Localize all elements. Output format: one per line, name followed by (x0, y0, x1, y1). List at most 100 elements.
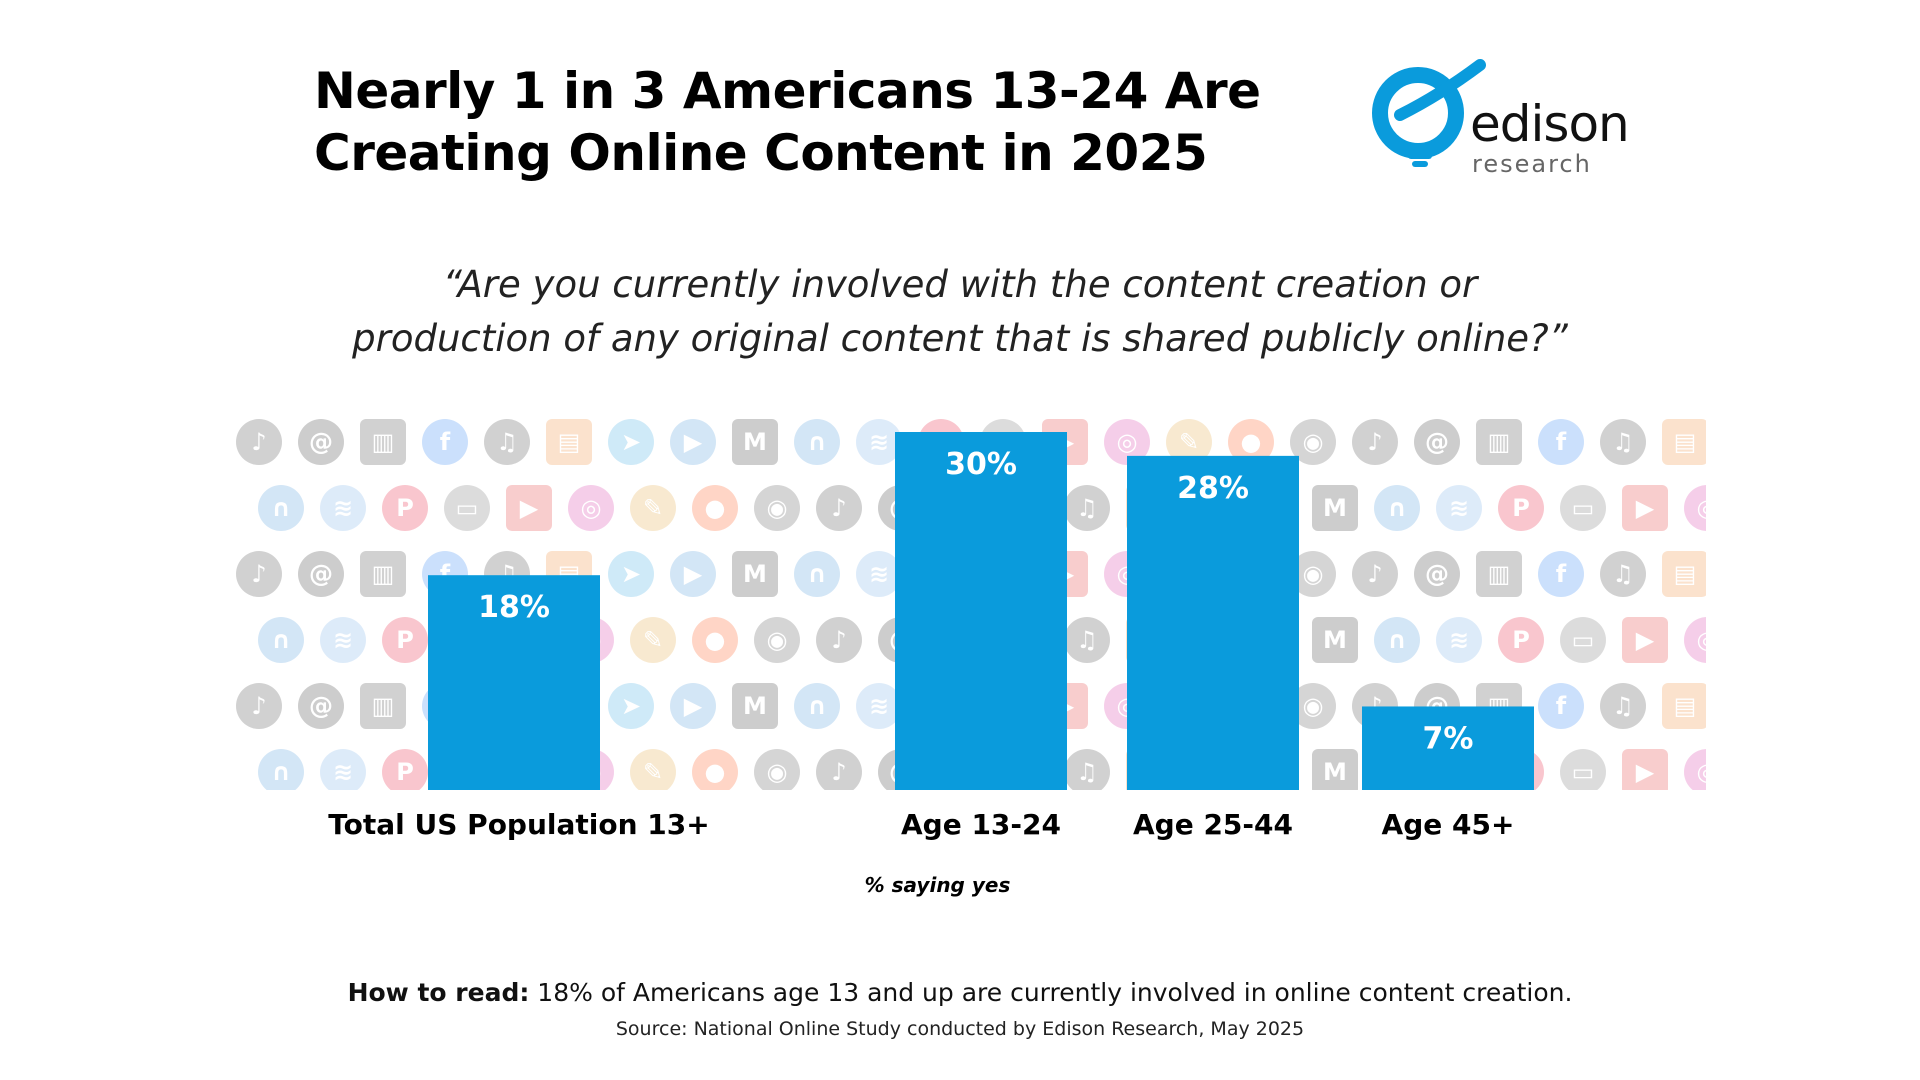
tiktok-icon: ♪ (236, 683, 282, 729)
headphones-icon: ∩ (258, 749, 304, 790)
threads-icon: @ (1414, 551, 1460, 597)
tiktok-icon: ♪ (236, 551, 282, 597)
facebook-icon: f (1538, 683, 1584, 729)
category-label: Age 25-44 (1132, 808, 1294, 841)
telegram-icon: ➤ (608, 551, 654, 597)
tiktok-icon: ♪ (816, 749, 862, 790)
tiktok-icon: ♪ (816, 617, 862, 663)
music-note-icon: ♫ (1064, 485, 1110, 531)
audio-wave-icon: ≋ (320, 749, 366, 790)
medium-icon: M (732, 419, 778, 465)
lightbulb-logo-icon (1372, 59, 1486, 167)
title-line-2: Creating Online Content in 2025 (314, 124, 1208, 182)
music-note-icon: ♫ (1600, 551, 1646, 597)
piano-icon: ▥ (1476, 551, 1522, 597)
bookmark-icon: ▤ (1662, 419, 1706, 465)
bar-value-label: 28% (1177, 471, 1249, 506)
how-to-read-note: How to read: 18% of Americans age 13 and… (0, 978, 1920, 1007)
youtube-icon: ▶ (1622, 617, 1668, 663)
play-icon: ▶ (670, 551, 716, 597)
audio-wave-icon: ≋ (1436, 485, 1482, 531)
question-line-1: “Are you currently involved with the con… (442, 263, 1478, 306)
headphones-icon: ∩ (258, 485, 304, 531)
music-note-icon: ♫ (484, 419, 530, 465)
tiktok-icon: ♪ (1352, 551, 1398, 597)
source-note: Source: National Online Study conducted … (615, 1018, 1305, 1040)
camera-icon: ◉ (754, 617, 800, 663)
audio-wave-icon: ≋ (320, 617, 366, 663)
bookmark-icon: ▤ (1662, 551, 1706, 597)
category-label: Age 13-24 (900, 808, 1062, 841)
medium-icon: M (1312, 749, 1358, 790)
laptop-icon: ▭ (1560, 749, 1606, 790)
youtube-icon: ▶ (1622, 485, 1668, 531)
youtube-icon: ▶ (1622, 749, 1668, 790)
question-line-2: production of any original content that … (352, 317, 1568, 360)
threads-icon: @ (298, 419, 344, 465)
headphones-icon: ∩ (794, 551, 840, 597)
how-to-read-label: How to read: (347, 978, 530, 1007)
bookmark-icon: ▤ (1662, 683, 1706, 729)
instagram-icon: ◎ (1684, 617, 1706, 663)
laptop-icon: ▭ (1560, 485, 1606, 531)
pinterest-icon: P (1498, 485, 1544, 531)
facebook-icon: f (422, 419, 468, 465)
edison-research-logo: edison research (1360, 55, 1650, 185)
youtube-icon: ▶ (506, 485, 552, 531)
instagram-icon: ◎ (568, 485, 614, 531)
medium-icon: M (732, 683, 778, 729)
brush-icon: ✎ (630, 749, 676, 790)
telegram-icon: ➤ (608, 419, 654, 465)
how-to-read-text: 18% of Americans age 13 and up are curre… (529, 978, 1573, 1007)
audio-wave-icon: ≋ (856, 683, 902, 729)
bar-3 (1127, 455, 1299, 790)
facebook-icon: f (1538, 551, 1584, 597)
page-title: Nearly 1 in 3 Americans 13-24 Are Creati… (314, 60, 1314, 184)
pinterest-icon: P (382, 617, 428, 663)
medium-icon: M (732, 551, 778, 597)
bar-value-label: 18% (478, 590, 550, 625)
threads-icon: @ (298, 683, 344, 729)
audio-wave-icon: ≋ (320, 485, 366, 531)
camera-icon: ◉ (754, 749, 800, 790)
facebook-icon: f (1538, 419, 1584, 465)
instagram-icon: ◎ (1684, 485, 1706, 531)
tiktok-icon: ♪ (236, 419, 282, 465)
laptop-icon: ▭ (1560, 617, 1606, 663)
audio-wave-icon: ≋ (856, 551, 902, 597)
medium-icon: M (1312, 617, 1358, 663)
threads-icon: @ (298, 551, 344, 597)
bar-value-label: 7% (1423, 721, 1474, 756)
play-icon: ▶ (670, 419, 716, 465)
headphones-icon: ∩ (258, 617, 304, 663)
headphones-icon: ∩ (1374, 617, 1420, 663)
instagram-icon: ◎ (1684, 749, 1706, 790)
piano-icon: ▥ (360, 683, 406, 729)
reddit-icon: ● (692, 617, 738, 663)
music-note-icon: ♫ (1600, 419, 1646, 465)
music-note-icon: ♫ (1064, 617, 1110, 663)
title-line-1: Nearly 1 in 3 Americans 13-24 Are (314, 62, 1261, 120)
audio-wave-icon: ≋ (1436, 617, 1482, 663)
bar-value-label: 30% (945, 447, 1017, 482)
laptop-icon: ▭ (444, 485, 490, 531)
music-note-icon: ♫ (1064, 749, 1110, 790)
headphones-icon: ∩ (794, 419, 840, 465)
music-note-icon: ♫ (1600, 683, 1646, 729)
headphones-icon: ∩ (794, 683, 840, 729)
bar-2 (895, 432, 1067, 790)
category-label: Total US Population 13+ (328, 808, 710, 841)
bar-1 (428, 575, 600, 790)
bar-chart-svg: 18% 30% 28% 7% (428, 432, 1534, 790)
pinterest-icon: P (1498, 617, 1544, 663)
piano-icon: ▥ (1476, 419, 1522, 465)
reddit-icon: ● (692, 749, 738, 790)
brush-icon: ✎ (630, 617, 676, 663)
pinterest-icon: P (382, 749, 428, 790)
reddit-icon: ● (692, 485, 738, 531)
telegram-icon: ➤ (608, 683, 654, 729)
brush-icon: ✎ (630, 485, 676, 531)
bookmark-icon: ▤ (546, 419, 592, 465)
bar-4 (1362, 706, 1534, 790)
camera-icon: ◉ (754, 485, 800, 531)
